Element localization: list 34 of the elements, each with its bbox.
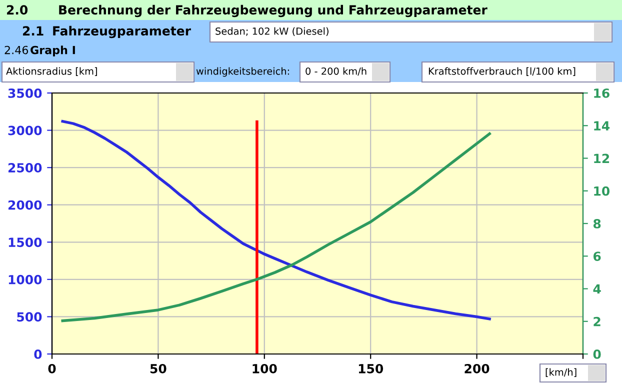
y-tick-label: 500 (17, 312, 42, 322)
y2-tick-label: 14 (594, 121, 610, 130)
y2-tick-label: 0 (593, 349, 601, 359)
text: Sedan; 102 kW (Diesel) (216, 27, 328, 36)
text: windigkeitsbereich: (196, 67, 289, 77)
y2-tick-label: 16 (594, 88, 610, 98)
text: 0 - 200 km/h (306, 67, 366, 76)
y-tick-label: 2000 (8, 200, 42, 210)
y2-axis-title: Kraftstoffverbrauch [l/100 km] (428, 67, 576, 76)
y2-tick-label: 12 (594, 154, 610, 163)
y2-tick-label: 4 (593, 284, 601, 294)
y-tick-label: 1000 (8, 274, 42, 284)
text: 2.46 (4, 46, 28, 54)
x-tick-label: 100 (252, 364, 277, 374)
y-tick-label: 3500 (8, 88, 42, 98)
y-tick-label: 1500 (8, 238, 42, 248)
y2-tick-label: 8 (593, 218, 601, 228)
text: Fahrzeugparameter (53, 26, 191, 38)
y-tick-label: 0 (34, 349, 42, 359)
text: 2.0 (6, 5, 28, 15)
y2-tick-label: 6 (594, 252, 601, 262)
x-axis-title: [km/h] (546, 368, 576, 377)
chart-title: Berechnung der Fahrzeugbewegung und Fahrzeugparameter (59, 4, 488, 18)
x-tick-label: 200 (464, 364, 490, 374)
x-tick-label: 0 (48, 364, 56, 374)
y-axis-title: Aktionsradius [km] (6, 67, 97, 76)
x-tick-label: 150 (358, 364, 384, 374)
x-tick-label: 50 (150, 364, 166, 374)
y2-tick-label: 10 (594, 186, 610, 196)
y2-tick-label: 2 (594, 316, 600, 326)
text: Graph I (30, 46, 75, 56)
text: 2.1 (22, 26, 44, 36)
y-tick-label: 3000 (8, 126, 42, 136)
y-tick-label: 2500 (8, 163, 42, 172)
